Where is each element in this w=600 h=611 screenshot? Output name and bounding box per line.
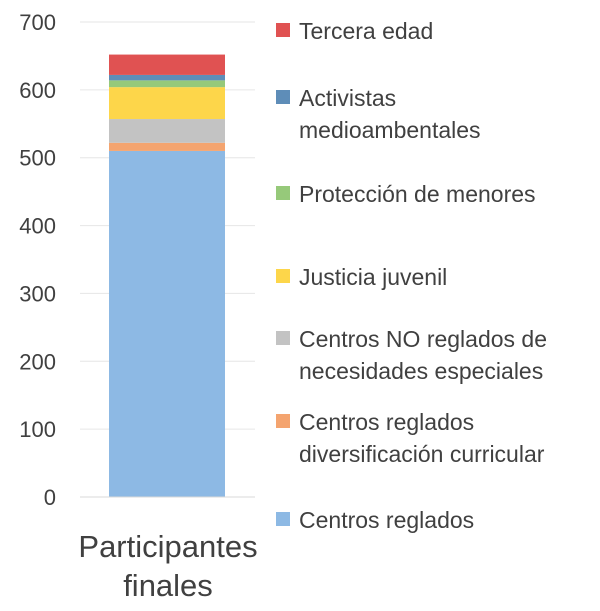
legend-label-3: Justicia juvenil — [299, 264, 447, 290]
legend-swatch-0 — [276, 23, 290, 37]
legend-label-2: Protección de menores — [299, 181, 536, 207]
bar-segment-0 — [109, 150, 225, 497]
legend-label-4: Centros NO reglados de necesidades especi… — [299, 326, 547, 384]
category-label-line1: Participantes — [78, 529, 257, 564]
bar-segment-3 — [109, 87, 225, 120]
y-tick-label-0: 0 — [44, 485, 56, 510]
y-tick-label-600: 600 — [19, 78, 56, 103]
legend-swatch-5 — [276, 414, 290, 428]
bar-segment-1 — [109, 142, 225, 151]
category-label-line2: finales — [123, 568, 213, 603]
y-tick-label-700: 700 — [19, 10, 56, 35]
bar-segment-6 — [109, 54, 225, 75]
y-tick-label-200: 200 — [19, 349, 56, 374]
legend-swatch-1 — [276, 90, 290, 104]
y-tick-label-500: 500 — [19, 146, 56, 171]
bar-segment-5 — [109, 74, 225, 81]
bar-segments — [109, 54, 225, 497]
y-tick-label-400: 400 — [19, 214, 56, 239]
legend-label-1: Activistas medioambentales — [299, 85, 481, 143]
legend-label-6: Centros reglados — [299, 507, 474, 533]
legend-swatch-2 — [276, 186, 290, 200]
bar-segment-4 — [109, 80, 225, 88]
legend-swatch-6 — [276, 512, 290, 526]
bar-segment-2 — [109, 119, 225, 143]
legend-swatch-3 — [276, 269, 290, 283]
y-tick-label-300: 300 — [19, 281, 56, 306]
y-tick-label-100: 100 — [19, 417, 56, 442]
legend-swatch-4 — [276, 331, 290, 345]
legend-label-5: Centros reglados diversificación curricul… — [299, 409, 545, 467]
y-axis-tick-labels: 0 100 200 300 400 500 600 700 — [19, 10, 56, 510]
legend: Tercera edad Activistas medioambentales Pro… — [276, 18, 547, 533]
legend-label-0: Tercera edad — [299, 18, 433, 44]
